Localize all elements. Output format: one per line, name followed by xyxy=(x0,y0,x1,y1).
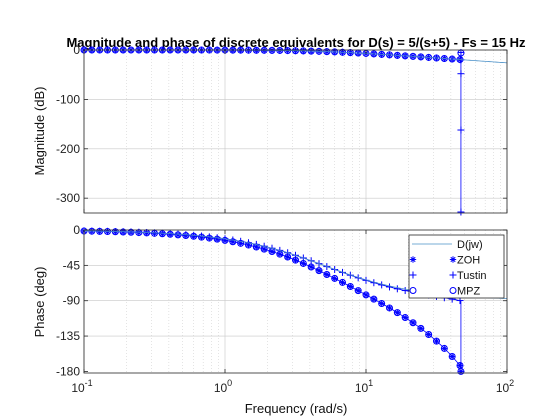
zoh-phase-marker xyxy=(323,271,331,278)
legend-marker-sample xyxy=(409,287,417,294)
legend-marker-sample xyxy=(449,287,457,294)
zoh-phase-marker xyxy=(386,304,393,312)
zoh-phase-marker xyxy=(401,314,409,321)
y-tick-label: -90 xyxy=(63,294,81,308)
chart-title: Magnitude and phase of discrete equivale… xyxy=(66,35,526,50)
x-tick-label: 101 xyxy=(355,378,373,395)
x-tick-label: 100 xyxy=(214,378,232,395)
tustin-magnitude-marker xyxy=(457,126,465,134)
legend-marker-sample xyxy=(409,271,417,279)
magnitude-plot-area xyxy=(84,50,507,213)
legend-items: D(jw) ZOH Tustin MPZ xyxy=(409,239,487,298)
legend-box xyxy=(408,234,505,299)
zoh-phase-marker xyxy=(339,279,346,286)
zoh-phase-marker xyxy=(370,295,378,303)
legend-entry-label: MPZ xyxy=(457,286,481,298)
y-tick-label: -135 xyxy=(56,329,80,343)
legend: D(jw) ZOH Tustin MPZ xyxy=(408,234,505,299)
zoh-phase-marker xyxy=(433,337,440,345)
magnitude-axes: 0 -100 -200 -300 Magnitude (dB) xyxy=(32,43,508,216)
zoh-phase-marker xyxy=(362,291,370,299)
magnitude-grid xyxy=(83,50,508,213)
zoh-phase-marker xyxy=(417,325,425,332)
magnitude-y-ticks: 0 -100 -200 -300 xyxy=(56,43,507,205)
zoh-phase-marker xyxy=(292,256,299,264)
zoh-phase-marker xyxy=(354,287,362,294)
zoh-phase-marker xyxy=(307,263,315,271)
zoh-phase-marker xyxy=(331,275,338,282)
y-tick-label: -300 xyxy=(56,191,80,205)
zoh-phase-marker xyxy=(456,362,464,369)
phase-y-ticks: 0 -45 -90 -135 -180 xyxy=(56,223,507,378)
zoh-phase-marker xyxy=(394,309,401,316)
zoh-phase-marker xyxy=(347,283,354,290)
zoh-phase-marker xyxy=(448,353,456,360)
y-tick-label: 0 xyxy=(73,43,80,57)
phase-frame xyxy=(83,229,508,374)
legend-entry-label: Tustin xyxy=(457,270,487,282)
y-tick-label: -180 xyxy=(56,364,80,378)
x-tick-label: 10-1 xyxy=(71,378,92,395)
legend-marker-sample xyxy=(449,256,457,263)
zoh-phase-marker xyxy=(441,345,448,352)
phase-series xyxy=(80,227,508,375)
tustin-phase-marker xyxy=(393,285,401,293)
x-ticks: 10-1 100 101 102 xyxy=(71,50,514,395)
x-tick-label: 102 xyxy=(496,378,514,395)
zoh-phase-marker xyxy=(409,319,417,326)
zoh-phase-marker xyxy=(315,267,323,274)
tustin-phase-marker xyxy=(401,287,409,295)
legend-marker-sample xyxy=(449,271,457,279)
y-tick-label: -45 xyxy=(63,258,81,272)
legend-entry-label: ZOH xyxy=(457,255,480,267)
y-tick-label: -100 xyxy=(56,92,80,106)
zoh-phase-marker xyxy=(425,331,432,338)
zoh-phase-marker xyxy=(378,300,385,307)
magnitude-y-label: Magnitude (dB) xyxy=(32,87,47,176)
y-tick-label: 0 xyxy=(73,223,80,237)
tustin-magnitude-marker xyxy=(457,70,465,78)
phase-y-label: Phase (deg) xyxy=(32,267,47,338)
y-tick-label: -200 xyxy=(56,142,80,156)
x-axis-label: Frequency (rad/s) xyxy=(245,401,348,416)
legend-marker-sample xyxy=(409,256,417,263)
tustin-phase-marker xyxy=(386,283,394,291)
magnitude-frame xyxy=(83,49,508,214)
tustin-magnitude-marker xyxy=(457,208,465,216)
legend-entry-label: D(jw) xyxy=(457,239,483,251)
